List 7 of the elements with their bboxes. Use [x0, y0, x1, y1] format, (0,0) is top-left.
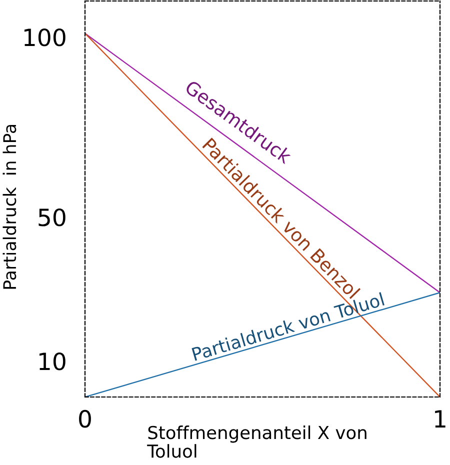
y-tick-label: 50 — [38, 208, 66, 226]
x-tick-label: 0 — [79, 410, 91, 428]
x-axis-title: Stoffmengenanteil X von Toluol — [147, 426, 366, 458]
y-axis-title: Partialdruck in hPa — [2, 124, 16, 289]
y-tick-label: 100 — [24, 28, 66, 46]
y-tick-label: 10 — [39, 352, 66, 370]
x-tick-label: 1 — [435, 410, 446, 428]
